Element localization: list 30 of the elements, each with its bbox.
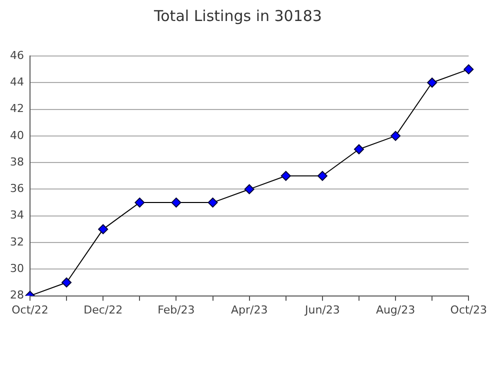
x-tick-label: Dec/22 <box>84 303 123 316</box>
point <box>171 198 182 208</box>
point <box>280 170 291 181</box>
point <box>208 198 218 208</box>
chart-title: Total Listings in 30183 <box>153 6 322 25</box>
y-tick-label: 44 <box>10 76 24 89</box>
y-tick-label: 34 <box>10 208 24 222</box>
point <box>464 64 474 74</box>
y-tick-label: 46 <box>10 48 24 62</box>
point <box>134 198 145 208</box>
x-tick-label: Oct/23 <box>450 303 488 316</box>
point <box>317 170 328 181</box>
x-tick-label: Oct/22 <box>12 303 48 316</box>
point <box>244 184 254 194</box>
y-tick-label: 38 <box>10 155 24 168</box>
y-tick-label: 28 <box>10 288 24 302</box>
point <box>98 224 108 234</box>
x-tick-label: Jun/23 <box>304 303 340 316</box>
point <box>62 277 72 288</box>
y-tick-label: 36 <box>10 182 24 196</box>
x-tick-label: Feb/23 <box>158 303 195 316</box>
point <box>390 130 401 141</box>
x-tick-label: Apr/23 <box>230 303 268 316</box>
y-tick-label: 32 <box>10 235 24 248</box>
y-tick-label: 40 <box>10 128 24 142</box>
point <box>427 78 438 88</box>
y-tick-label: 42 <box>10 102 24 116</box>
point <box>354 144 364 154</box>
y-tick-label: 30 <box>10 262 24 276</box>
x-tick-label: Aug/23 <box>376 303 416 316</box>
